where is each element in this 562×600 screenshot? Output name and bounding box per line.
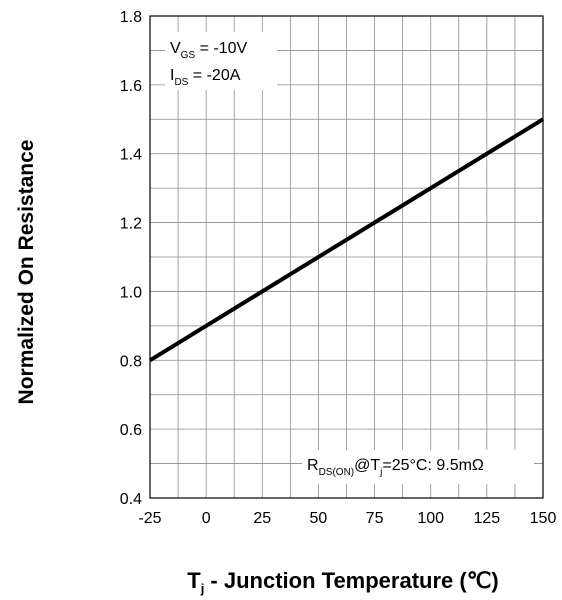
y-axis-title: Normalized On Resistance	[15, 140, 38, 405]
annotation-rds: RDS(ON)@Tj=25°C: 9.5mΩ	[307, 457, 484, 478]
series-line	[148, 117, 545, 362]
y-tick-label: 1.0	[120, 284, 142, 301]
x-axis-title: Tj - Junction Temperature (℃)	[187, 568, 499, 596]
y-tick-label: 0.8	[120, 353, 142, 370]
annotation-ids: IDS = -20A	[170, 67, 241, 88]
x-tick-label: 25	[253, 510, 271, 527]
x-tick-label: -25	[138, 510, 161, 527]
x-tick-label: 0	[202, 510, 211, 527]
annotation-vgs: VGS = -10V	[170, 40, 247, 61]
plot-frame	[149, 15, 544, 499]
tick-labels: -25 0 25 50 75 100 125 150 0.4 0.6 0.8 1.0 1.2 1.4 1.6…	[120, 9, 557, 527]
grid	[150, 16, 543, 498]
y-tick-label: 1.8	[120, 9, 142, 26]
annotation-box-rds	[302, 450, 534, 484]
series-group	[148, 117, 545, 362]
y-tick-label: 0.6	[120, 422, 142, 439]
x-tick-label: 150	[530, 510, 557, 527]
x-tick-label: 100	[417, 510, 444, 527]
y-tick-label: 0.4	[120, 491, 142, 508]
x-tick-label: 50	[310, 510, 328, 527]
y-tick-label: 1.2	[120, 216, 142, 233]
y-tick-label: 1.6	[120, 78, 142, 95]
x-tick-label: 125	[474, 510, 501, 527]
y-tick-label: 1.4	[120, 147, 142, 164]
x-tick-label: 75	[366, 510, 384, 527]
annotation-box-conditions	[165, 32, 277, 90]
